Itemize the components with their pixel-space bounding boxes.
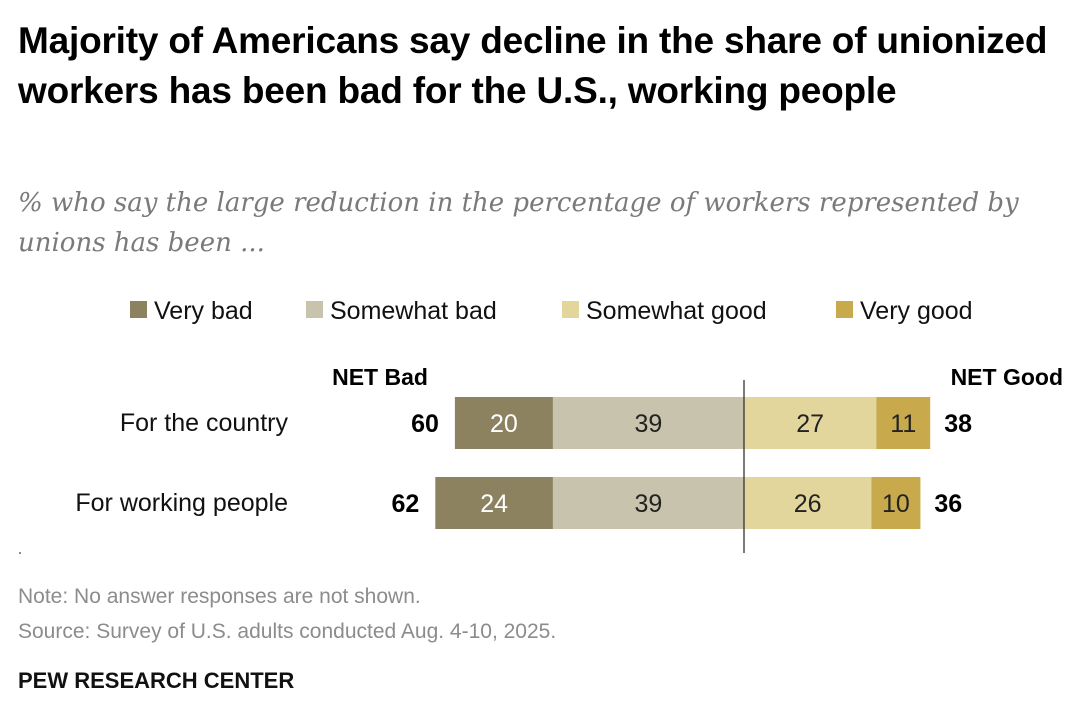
data-label-very-bad-for-working-people: 24 (480, 490, 508, 518)
bar-very-bad-for-working-people (435, 477, 553, 529)
legend-label-very-bad: Very bad (154, 297, 253, 325)
category-label-for-working-people: For working people (75, 489, 288, 517)
legend-swatch-very-good (836, 301, 853, 318)
bar-very-good-for-working-people (871, 477, 921, 529)
legend-label-somewhat-good: Somewhat good (586, 297, 767, 325)
chart-legend: Very bad Somewhat bad Somewhat good Very go… (130, 297, 973, 325)
source-note: Source: Survey of U.S. adults conducted … (18, 620, 557, 643)
legend-label-very-good: Very good (860, 297, 973, 325)
data-label-somewhat-good-for-the-country: 27 (796, 410, 824, 438)
net-bad-header: NET Bad (332, 364, 428, 390)
legend-label-somewhat-bad: Somewhat bad (330, 297, 497, 325)
net-good-value-for-the-country: 38 (944, 410, 972, 438)
data-label-very-good-for-working-people: 10 (882, 490, 910, 518)
category-label-for-the-country: For the country (120, 409, 289, 437)
bar-somewhat-good-for-the-country (744, 397, 877, 449)
bar-somewhat-good-for-working-people (744, 477, 872, 529)
brand-logo-text: PEW RESEARCH CENTER (18, 668, 295, 693)
bar-somewhat-bad-for-working-people (552, 477, 744, 529)
data-label-somewhat-good-for-working-people: 26 (794, 490, 822, 518)
data-label-very-good-for-the-country: 11 (890, 410, 916, 438)
diverging-bar-chart: Very bad Somewhat bad Somewhat good Very go… (75, 297, 1063, 553)
data-label-somewhat-bad-for-working-people: 39 (635, 490, 663, 518)
bar-somewhat-bad-for-the-country (552, 397, 744, 449)
net-bad-value-for-working-people: 62 (391, 490, 419, 518)
net-good-header: NET Good (951, 364, 1063, 390)
chart-subtitle: % who say the large reduction in the per… (18, 188, 1019, 258)
bar-very-good-for-the-country (876, 397, 931, 449)
net-bad-value-for-the-country: 60 (411, 410, 439, 438)
legend-swatch-somewhat-bad (306, 301, 323, 318)
legend-swatch-very-bad (130, 301, 147, 318)
footnote: Note: No answer responses are not shown. (18, 585, 421, 608)
net-good-value-for-working-people: 36 (934, 490, 962, 518)
legend-swatch-somewhat-good (562, 301, 579, 318)
data-label-very-bad-for-the-country: 20 (490, 410, 518, 438)
data-label-somewhat-bad-for-the-country: 39 (635, 410, 663, 438)
bar-rows: For the country 39 20 27 11 60 38 For working p… (75, 397, 972, 529)
chart-title: Majority of Americans say decline in the… (18, 20, 1048, 111)
bar-very-bad-for-the-country (454, 397, 553, 449)
stray-dot (19, 552, 21, 554)
